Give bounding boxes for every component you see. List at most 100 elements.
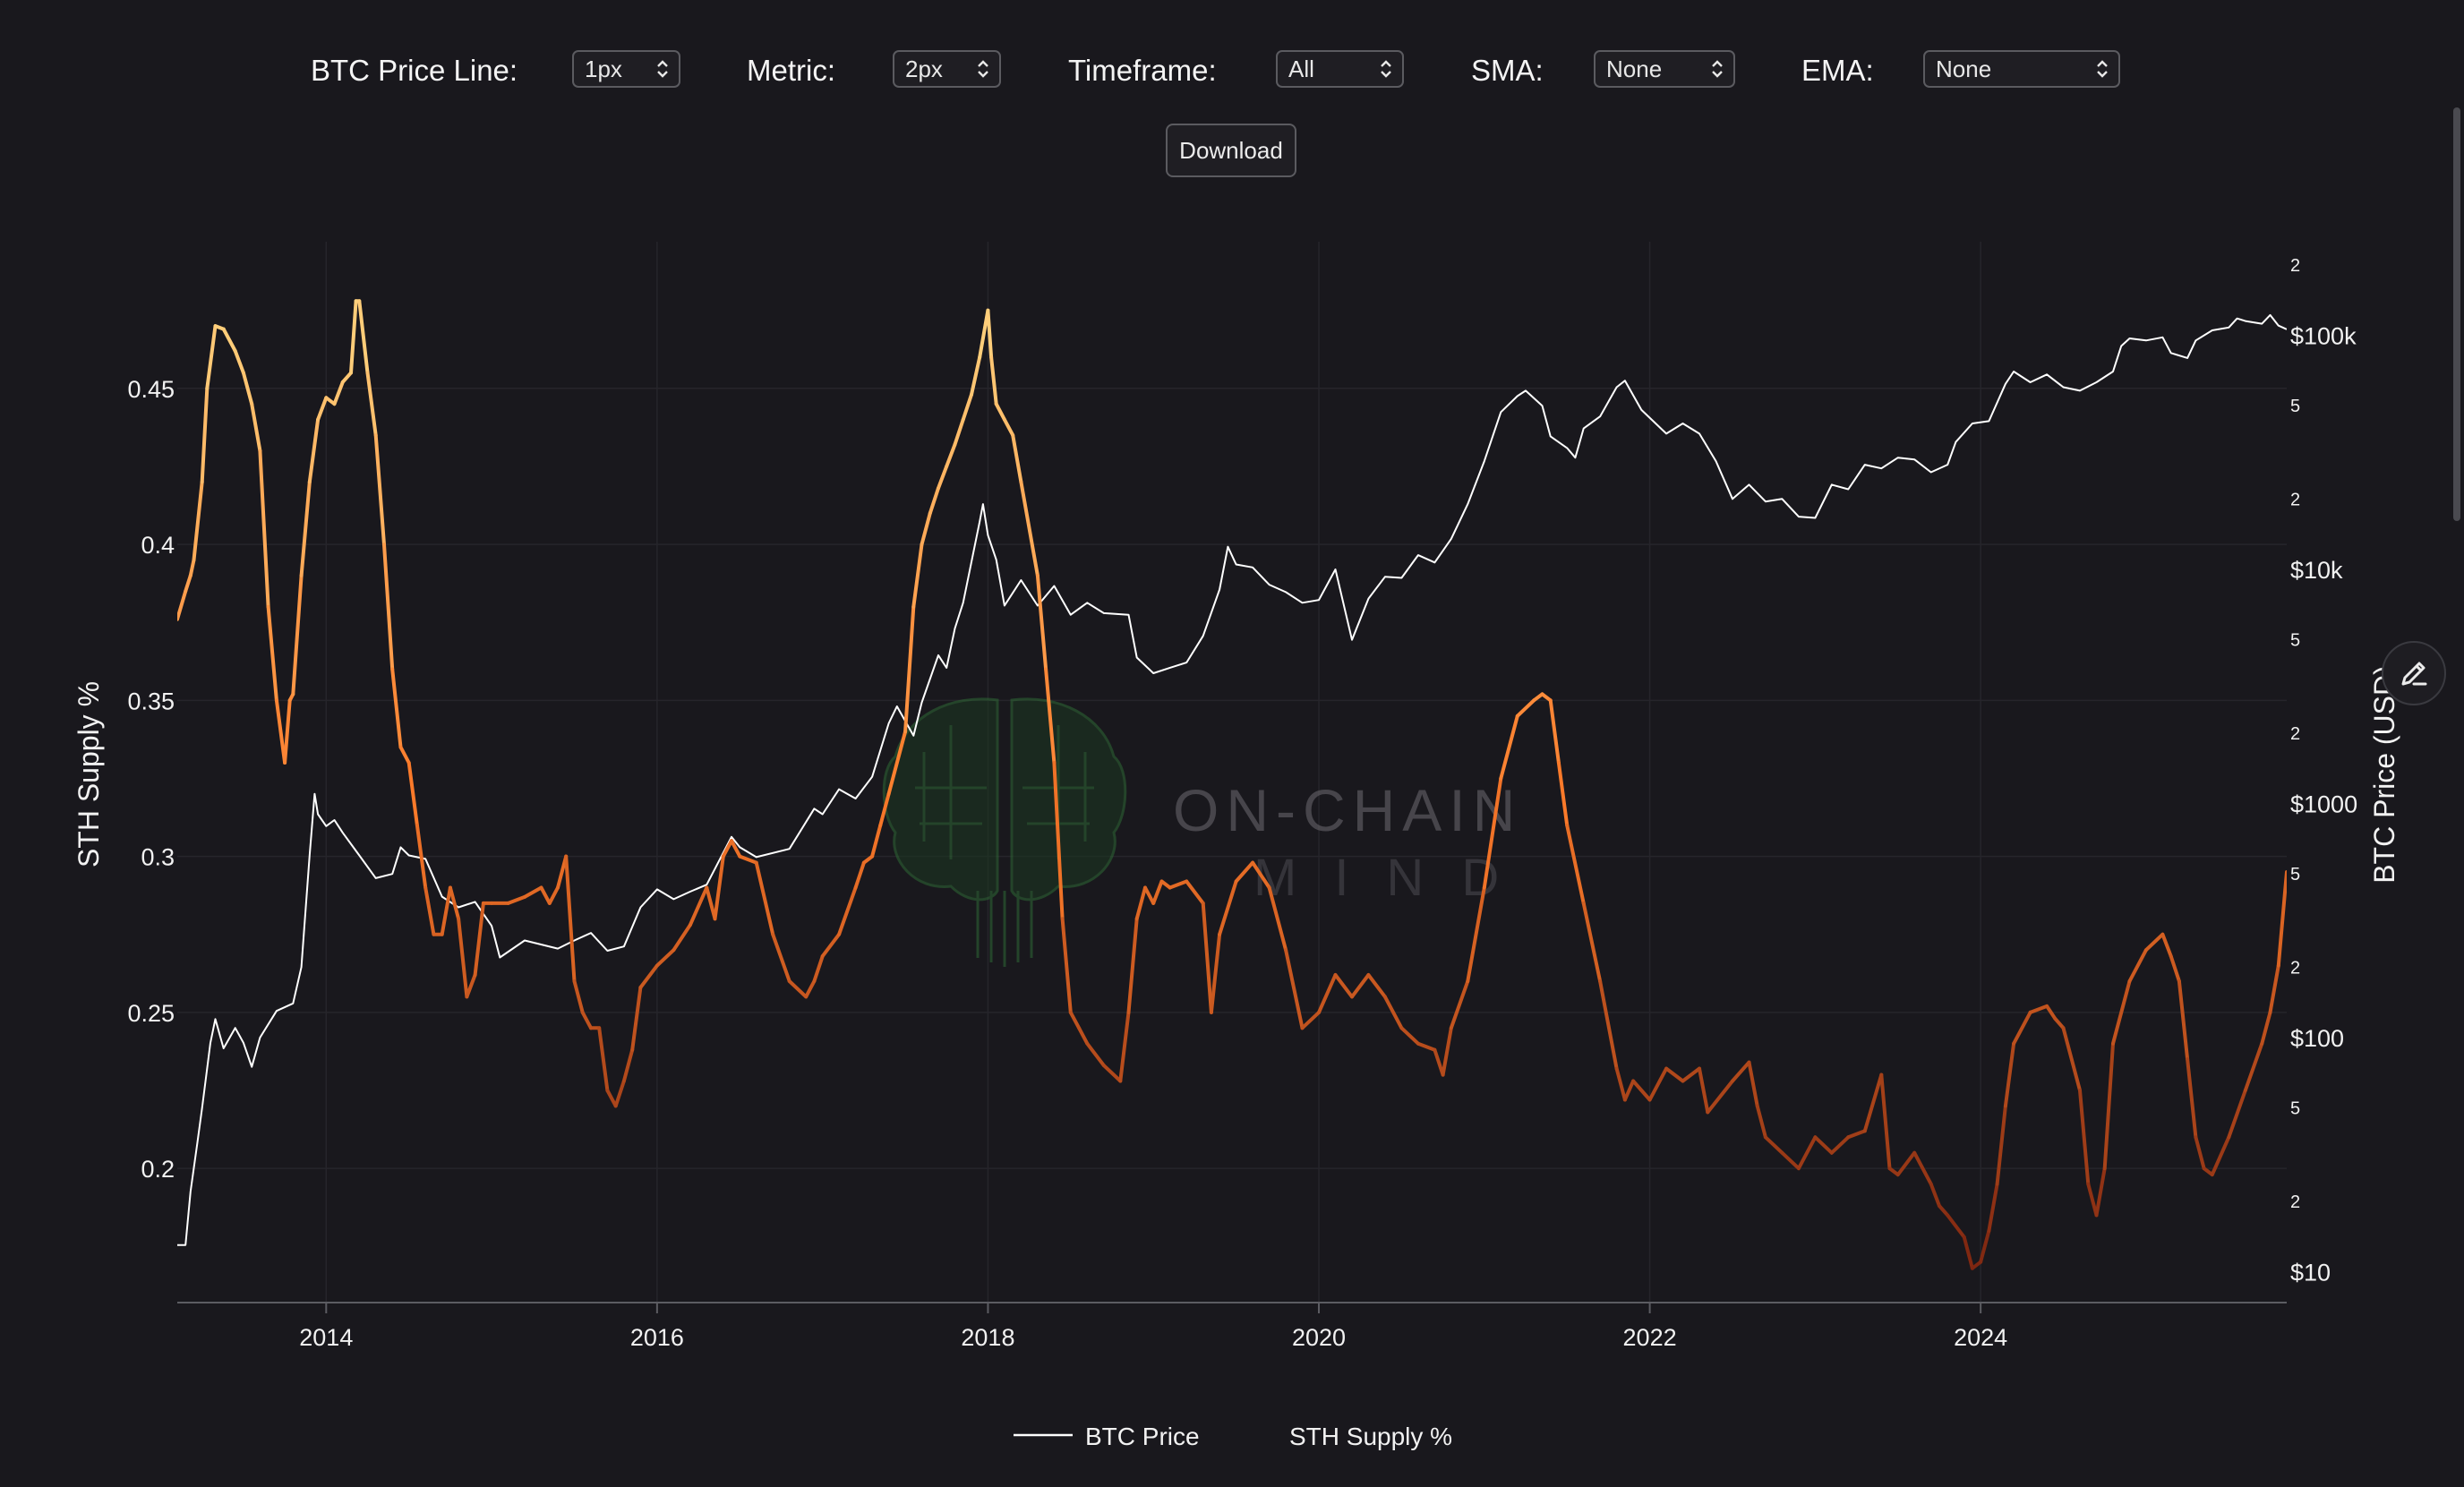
sth-supply-segment [283, 698, 292, 765]
sth-supply-segment [1813, 1135, 1834, 1155]
sth-supply-segment [1218, 879, 1238, 936]
y2-minor-tick-label: 2 [2290, 490, 2300, 509]
sth-supply-segment [937, 464, 949, 491]
sth-supply-segment [1052, 761, 1065, 921]
btc-price-line-select[interactable]: 1px [572, 50, 680, 88]
ema-label: EMA: [1801, 54, 1874, 87]
sth-supply-segment [1706, 1079, 1734, 1115]
x-tick-label: 2018 [961, 1324, 1014, 1351]
sth-supply-segment [1780, 1150, 1801, 1171]
sth-supply-segment [1987, 1182, 1999, 1233]
sth-supply-segment [1631, 1079, 1652, 1102]
y2-minor-tick-label: 5 [2290, 1099, 2300, 1119]
sth-supply-segment [1895, 1150, 1917, 1177]
sth-supply-segment [1829, 1135, 1851, 1155]
sth-supply-segment [1755, 1104, 1767, 1140]
scrollbar-thumb[interactable] [2453, 107, 2460, 521]
sth-supply-segment [250, 402, 262, 453]
sma-select[interactable]: None [1594, 50, 1735, 88]
sth-supply-segment [597, 1026, 610, 1092]
timeframe-select[interactable]: All [1276, 50, 1404, 88]
sth-supply-segment [928, 486, 940, 516]
sth-supply-segment [2127, 948, 2148, 983]
ema-select[interactable]: None [1923, 50, 2120, 88]
sth-supply-segment [853, 860, 866, 890]
sth-supply-segment [580, 1010, 593, 1030]
sth-supply-segment [738, 854, 758, 865]
sth-supply-segment [1077, 1026, 1090, 1046]
sth-supply-segment [1134, 885, 1147, 921]
sth-supply-segment [188, 558, 196, 577]
sth-supply-segment [2260, 1010, 2272, 1046]
y2-tick-label: $10k [2290, 557, 2343, 584]
sth-supply-segment [2086, 1182, 2099, 1218]
select-chevrons-icon [978, 60, 988, 78]
sth-supply-segment [837, 885, 858, 936]
sth-supply-segment [1209, 932, 1222, 1014]
sth-supply-segment [266, 604, 278, 703]
sth-supply-segment [177, 589, 188, 621]
sth-supply-segment [448, 885, 461, 921]
grid [177, 242, 2287, 1303]
sth-supply-segment [564, 854, 577, 983]
sth-supply-segment [953, 417, 965, 447]
sth-supply-segment [2210, 1135, 2231, 1177]
sth-supply-segment [1912, 1150, 1933, 1186]
y2-minor-tick-label: 5 [2290, 397, 2300, 416]
edit-button[interactable] [2382, 641, 2446, 705]
sth-supply-segment [1333, 973, 1354, 999]
sth-supply-segment [654, 948, 676, 968]
sth-supply-segment [605, 1089, 618, 1108]
sth-supply-segment [2160, 932, 2173, 959]
y-tick-label: 0.2 [141, 1156, 175, 1183]
sth-supply-segment [1126, 917, 1139, 1014]
legend-btc-price[interactable]: BTC Price [1085, 1423, 1200, 1450]
sth-supply-segment [332, 380, 345, 406]
sth-supply-segment [465, 973, 477, 999]
watermark-line2: MIND [1253, 849, 1536, 907]
select-chevrons-icon [1381, 60, 1391, 78]
sth-supply-segment [730, 839, 742, 859]
sth-supply-segment [473, 901, 485, 977]
sth-supply-segment [1185, 879, 1205, 905]
sth-supply-segment [523, 885, 543, 899]
pencil-icon [2401, 662, 2427, 686]
download-button[interactable]: Download [1166, 124, 1296, 177]
sth-supply-segment [721, 839, 733, 859]
sth-supply-segment [2177, 979, 2190, 1062]
y-tick-label: 0.45 [127, 376, 175, 403]
sth-supply-segment [812, 954, 825, 983]
sth-supply-segment [221, 327, 237, 353]
metric-select[interactable]: 2px [893, 50, 1001, 88]
sth-supply-segment [274, 698, 287, 765]
sth-supply-segment [1101, 1064, 1123, 1083]
sma-value: None [1606, 56, 1663, 82]
sth-supply-segment [878, 791, 891, 827]
timeframe-label: Timeframe: [1068, 54, 1217, 87]
sth-supply-segment [424, 885, 436, 936]
sth-supply-segment [1002, 417, 1015, 438]
sth-supply-segment [2045, 1004, 2058, 1021]
sth-supply-segment [340, 371, 353, 384]
sth-supply-segment [307, 417, 321, 484]
sth-supply-segment [1234, 860, 1255, 884]
watermark-line1: ON-CHAIN [1173, 777, 1522, 843]
sth-supply-segment [1366, 973, 1387, 999]
btc-price-line-value: 1px [585, 56, 622, 82]
sth-supply-segment [373, 433, 386, 547]
y2-minor-tick-label: 2 [2290, 256, 2300, 276]
sth-supply-segment [688, 885, 709, 927]
sth-supply-segment [200, 386, 210, 484]
sth-supply-segment [1251, 860, 1271, 890]
y2-minor-tick-label: 5 [2290, 865, 2300, 885]
sth-supply-segment [415, 823, 428, 890]
sth-supply-segment [986, 308, 994, 359]
sth-supply-segment [970, 355, 982, 397]
sth-supply-segment [1416, 1041, 1437, 1052]
sth-supply-segment [1085, 1041, 1106, 1068]
legend-sth-supply[interactable]: STH Supply % [1289, 1423, 1452, 1450]
sth-supply-segment [1317, 973, 1338, 1014]
select-chevrons-icon [1712, 60, 1723, 78]
y-tick-label: 0.25 [127, 1000, 175, 1027]
sth-supply-segment [1548, 698, 1561, 765]
